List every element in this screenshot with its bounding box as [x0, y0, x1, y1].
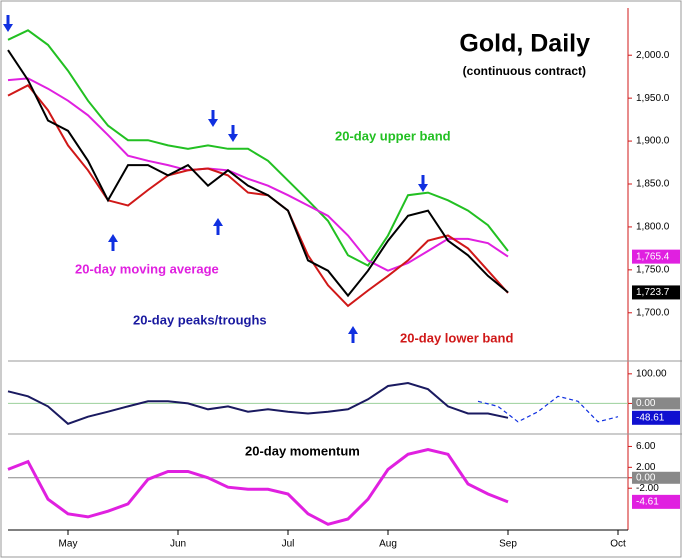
last-value-box — [632, 410, 680, 425]
y-tick-label: 0.00 — [636, 472, 656, 483]
peak-trough-arrow — [213, 218, 223, 235]
annotation: 20-day peaks/troughs — [133, 312, 267, 327]
series-line — [7, 381, 509, 425]
x-tick-label: Oct — [610, 539, 626, 550]
last-value-label: -48.61 — [636, 412, 665, 423]
x-tick-label: May — [59, 539, 78, 550]
last-value-box — [632, 249, 680, 264]
y-tick-label: 1,750.0 — [636, 264, 670, 275]
peak-trough-arrow — [3, 15, 13, 32]
y-tick-label: 1,700.0 — [636, 307, 670, 318]
peak-trough-arrow — [208, 110, 218, 127]
series-line — [7, 77, 509, 272]
chart-title: Gold, Daily — [459, 30, 590, 58]
peak-trough-arrow — [108, 234, 118, 251]
last-value-box — [632, 494, 680, 509]
annotation: 20-day lower band — [400, 330, 513, 345]
y-tick-label: 1,950.0 — [636, 93, 670, 104]
peak-trough-arrow — [228, 125, 238, 142]
y-tick-label: 6.00 — [636, 441, 656, 452]
series-line — [7, 49, 509, 298]
tick-box — [632, 397, 680, 410]
last-value-box — [632, 285, 680, 300]
x-tick-label: Jul — [282, 539, 295, 550]
annotation: 20-day momentum — [245, 443, 360, 458]
y-tick-label: 1,800.0 — [636, 222, 670, 233]
annotation: 20-day moving average — [75, 261, 219, 276]
peak-trough-arrow — [418, 175, 428, 192]
x-tick-label: Aug — [379, 539, 397, 550]
series-line — [7, 448, 509, 526]
y-tick-label: 2,000.0 — [636, 50, 670, 61]
x-tick-label: Sep — [499, 539, 517, 550]
y-tick-label: 100.00 — [636, 368, 667, 379]
annotation: 20-day upper band — [335, 128, 451, 143]
series-line — [7, 29, 509, 267]
chart-subtitle: (continuous contract) — [463, 64, 586, 78]
tick-box — [632, 471, 680, 484]
peak-trough-arrow — [348, 326, 358, 343]
last-value-label: 1,723.7 — [636, 287, 670, 298]
y-tick-label: 0.00 — [636, 398, 656, 409]
y-tick-label: 1,850.0 — [636, 179, 670, 190]
y-tick-label: -2.00 — [636, 483, 659, 494]
series-line — [7, 84, 509, 308]
x-tick-label: Jun — [170, 539, 186, 550]
y-tick-label: 2.00 — [636, 462, 656, 473]
series-line — [477, 395, 619, 423]
y-tick-label: 1,900.0 — [636, 136, 670, 147]
last-value-label: -4.61 — [636, 496, 659, 507]
last-value-label: 1,765.4 — [636, 251, 670, 262]
